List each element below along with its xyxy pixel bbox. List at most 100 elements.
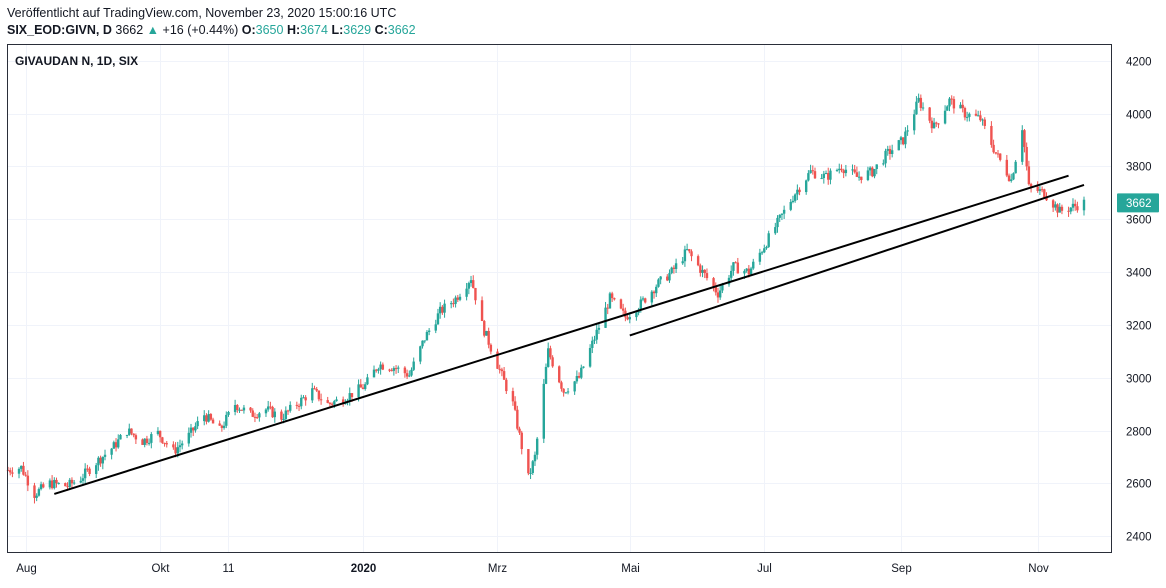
candle — [943, 105, 947, 125]
candle — [207, 410, 210, 423]
candle — [456, 294, 460, 303]
time-tick: Mrz — [488, 563, 507, 575]
candle — [930, 117, 934, 133]
candle — [791, 195, 795, 204]
candle — [83, 463, 87, 484]
candle — [635, 311, 638, 321]
trend-line[interactable] — [629, 184, 1085, 337]
change-value: +16 (+0.44%) — [162, 23, 239, 37]
candle — [304, 395, 307, 406]
candle — [240, 409, 243, 411]
candle — [901, 137, 905, 146]
grid — [8, 45, 1111, 552]
candle — [513, 396, 517, 412]
candle — [921, 102, 925, 111]
candle — [408, 370, 411, 378]
candle — [419, 345, 422, 365]
candle — [619, 298, 623, 310]
time-tick: Nov — [1028, 563, 1049, 575]
candle — [560, 380, 563, 392]
candle — [394, 365, 398, 374]
candle — [1014, 159, 1017, 174]
candle — [588, 344, 592, 368]
trend-line[interactable] — [54, 174, 1069, 495]
candle — [915, 96, 918, 115]
candle — [17, 467, 21, 479]
candle — [134, 433, 138, 445]
price-axis: 2400 2600 2800 3000 3200 3400 3600 3800 4000 4200 — [1126, 57, 1152, 544]
candle — [696, 254, 700, 267]
candle — [258, 411, 261, 422]
candle — [434, 319, 437, 334]
candle — [820, 174, 823, 180]
candle — [86, 464, 89, 472]
candle — [286, 409, 290, 415]
candle — [906, 125, 909, 136]
candle — [172, 441, 175, 450]
candle — [1023, 129, 1026, 153]
candle — [813, 167, 817, 180]
price-tick: 3600 — [1126, 215, 1152, 227]
candle — [580, 364, 583, 380]
time-tick: 11 — [223, 563, 235, 575]
candle — [672, 265, 676, 274]
candle — [928, 106, 931, 124]
candle — [950, 95, 953, 105]
candle — [328, 402, 332, 407]
candle — [366, 373, 369, 386]
candle — [613, 297, 616, 301]
candle — [745, 268, 748, 273]
candle — [935, 121, 938, 127]
candle — [33, 482, 36, 504]
candle — [659, 276, 662, 285]
candle — [866, 166, 870, 182]
candle — [57, 482, 60, 485]
candle — [959, 102, 962, 109]
candle — [657, 278, 660, 288]
candle — [965, 111, 969, 122]
candle — [668, 269, 671, 283]
time-tick: Sep — [891, 563, 911, 575]
candle — [1007, 173, 1011, 182]
candle — [829, 168, 832, 185]
candle — [315, 386, 318, 393]
candle — [319, 393, 323, 405]
candle — [979, 110, 982, 122]
candle — [264, 408, 268, 417]
candle — [132, 433, 135, 438]
candle — [899, 135, 903, 145]
candle — [963, 106, 967, 121]
candle — [381, 362, 385, 371]
price-tick: 3400 — [1126, 268, 1152, 280]
candle — [211, 417, 215, 424]
candle — [734, 261, 737, 264]
candle — [544, 363, 548, 385]
candle — [547, 342, 550, 368]
candle — [458, 293, 462, 302]
candle — [860, 176, 863, 184]
candle — [88, 466, 91, 477]
candle — [472, 275, 475, 289]
candle — [778, 214, 781, 223]
candle — [242, 404, 246, 414]
candle — [1010, 173, 1013, 183]
candle — [1012, 172, 1015, 181]
candle — [575, 370, 579, 384]
candle — [752, 258, 755, 270]
candle — [1082, 196, 1086, 216]
candle — [758, 248, 762, 265]
candle — [253, 412, 257, 423]
high-value: 3674 — [300, 23, 328, 37]
time-tick: Aug — [16, 563, 36, 575]
candle — [842, 168, 845, 179]
candle — [502, 366, 506, 380]
chart-title: GIVAUDAN N, 1D, SIX — [15, 54, 138, 68]
candle — [994, 152, 998, 155]
candle — [730, 265, 733, 283]
candle — [789, 198, 792, 212]
low-label: L: — [331, 23, 344, 37]
candle — [189, 423, 193, 438]
candle — [582, 366, 585, 369]
candle — [952, 96, 956, 114]
